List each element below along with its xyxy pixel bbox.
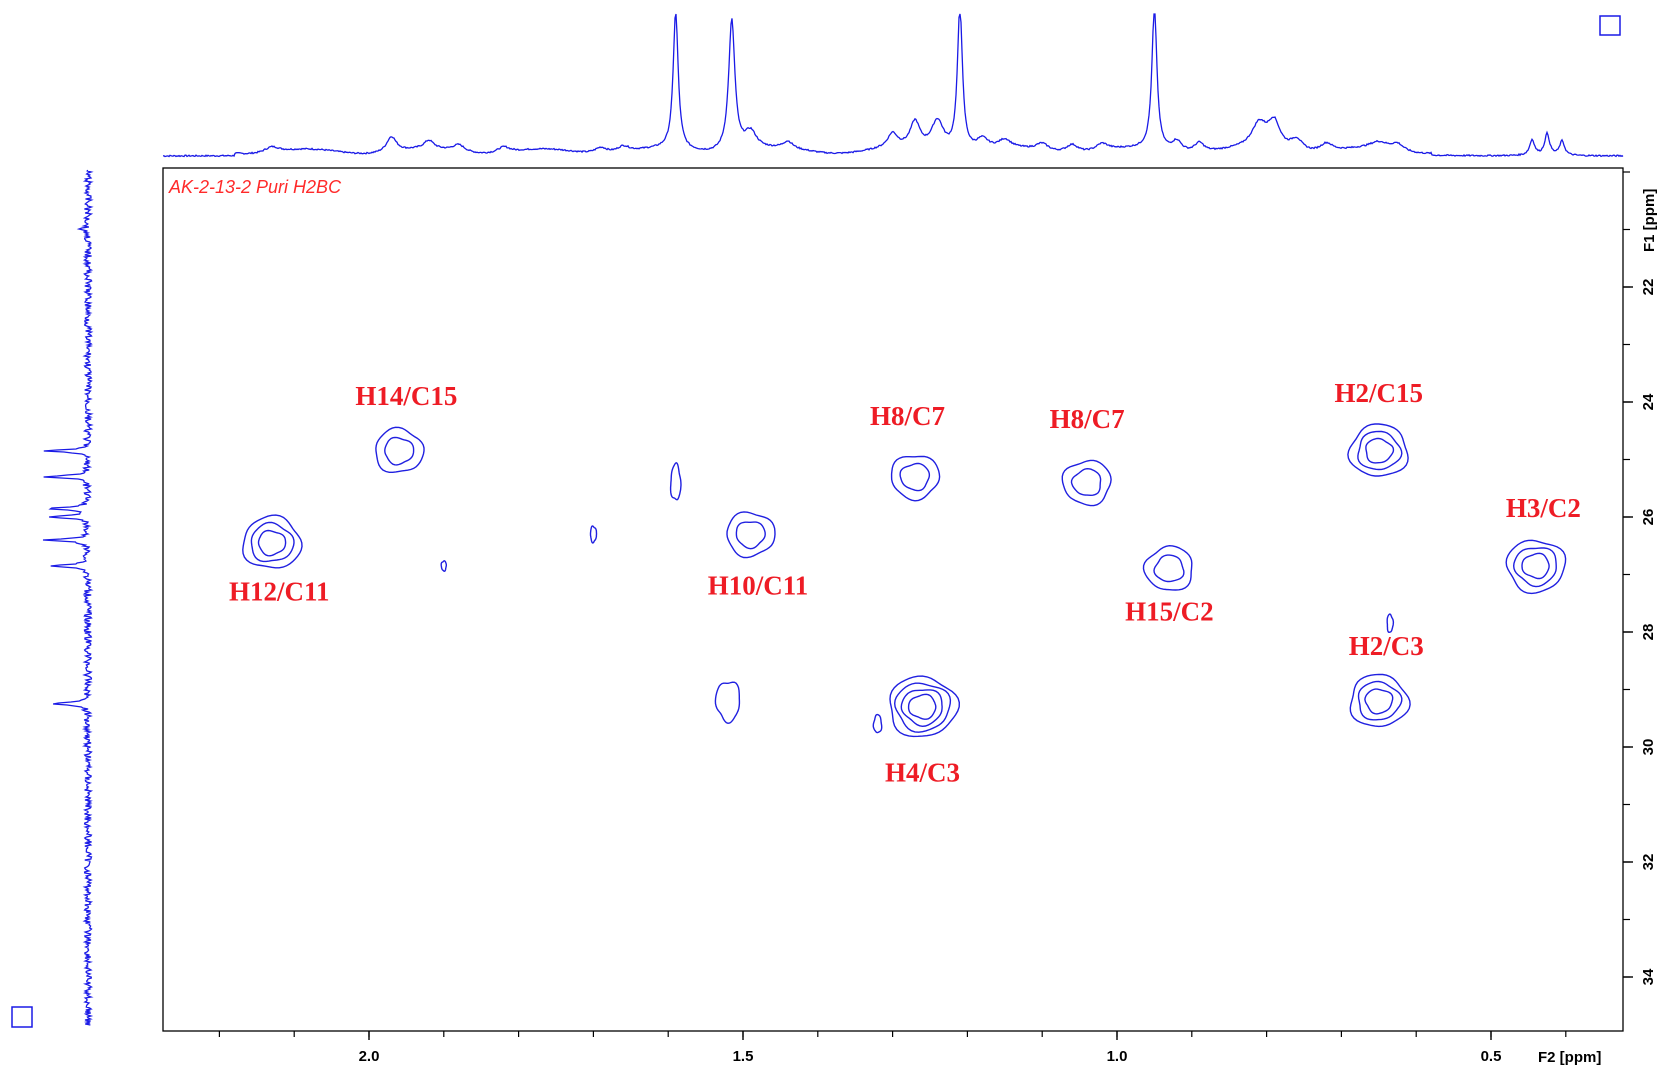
x-tick-label: 0.5	[1481, 1048, 1502, 1065]
contour-level	[889, 675, 961, 738]
contour-level	[1347, 423, 1409, 477]
y-tick-label: 22	[1640, 279, 1657, 296]
cross-peak-label: H15/C2	[1125, 597, 1214, 627]
plot-frame	[162, 167, 1624, 1032]
f2-projection	[162, 13, 1624, 158]
contour-level	[1357, 680, 1403, 721]
y-axis-label: F1 [ppm]	[1641, 189, 1658, 252]
cross-peak-label: H8/C7	[870, 401, 945, 431]
contour-level	[899, 462, 931, 492]
cross-peak	[1505, 539, 1567, 595]
contour-level	[1357, 430, 1403, 471]
contour-level	[1061, 459, 1112, 507]
cross-peak-labels: H12/C11 H14/C15 H10/C11 H8/C7 H8/C7 H15/C2 H2/…	[229, 378, 1581, 788]
y-tick-label: 28	[1640, 624, 1657, 641]
minor-contour	[1386, 613, 1395, 633]
contour-level	[1142, 544, 1193, 591]
f1-projection	[42, 169, 94, 1026]
x-axis: 2.0 1.5 1.0 0.5	[218, 1031, 1567, 1065]
x-tick-label: 1.0	[1107, 1048, 1128, 1065]
cross-peak	[890, 455, 941, 502]
f1-projection-trace	[42, 169, 94, 1026]
minor-contour	[669, 462, 682, 501]
cross-peak	[1347, 423, 1409, 477]
corner-marker-top-right	[1599, 15, 1621, 36]
contour-level	[1153, 554, 1185, 583]
contour-level	[1364, 688, 1394, 715]
cross-peak	[1061, 459, 1112, 507]
x-tick-label: 2.0	[359, 1048, 380, 1065]
contour-level	[900, 689, 943, 728]
contour-level	[735, 521, 766, 550]
minor-contour	[872, 713, 883, 734]
cross-peak-label: H8/C7	[1050, 404, 1125, 434]
f2-projection-trace	[162, 13, 1624, 158]
cross-peak-label: H3/C2	[1506, 493, 1581, 523]
y-tick-label: 32	[1640, 854, 1657, 871]
contour-level	[1349, 673, 1411, 728]
cross-peak-label: H4/C3	[885, 758, 960, 788]
contour-level	[384, 436, 415, 466]
cross-peak	[726, 511, 776, 559]
cross-peak	[375, 426, 425, 473]
cross-peak-contours	[242, 423, 1567, 738]
contour-level	[890, 455, 941, 502]
contour-level	[1512, 547, 1557, 588]
cross-peak	[1349, 673, 1411, 728]
corner-marker-bottom-left	[11, 1006, 33, 1028]
x-axis-label: F2 [ppm]	[1538, 1049, 1601, 1066]
contour-level	[893, 682, 952, 733]
contour-level	[907, 693, 937, 720]
minor-contour	[440, 560, 447, 573]
cross-peak-label: H2/C15	[1335, 378, 1424, 408]
cross-peak-label: H2/C3	[1349, 631, 1424, 661]
contour-level	[257, 529, 287, 557]
contour-level	[242, 514, 303, 569]
minor-contour	[714, 681, 741, 725]
y-axis: 22 24 26 28 30 32 34	[1623, 171, 1657, 985]
cross-peak	[242, 514, 303, 569]
cross-peak	[1142, 544, 1193, 591]
experiment-title: AK-2-13-2 Puri H2BC	[168, 177, 342, 197]
contour-level	[726, 511, 776, 559]
y-tick-label: 34	[1640, 968, 1657, 985]
cross-peak-label: H14/C15	[355, 381, 457, 411]
y-tick-label: 30	[1640, 739, 1657, 756]
contour-level	[1365, 437, 1395, 464]
minor-contour	[589, 525, 598, 544]
x-tick-label: 1.5	[733, 1048, 754, 1065]
cross-peak	[889, 675, 961, 738]
cross-peak-label: H10/C11	[708, 571, 809, 601]
contour-level	[1070, 467, 1102, 497]
contour-level	[375, 426, 425, 473]
contour-level	[1521, 552, 1550, 580]
contour-level	[1505, 539, 1567, 595]
contour-level	[250, 521, 295, 563]
y-tick-label: 24	[1640, 393, 1657, 410]
cross-peak-label: H12/C11	[229, 576, 330, 606]
y-tick-label: 26	[1640, 509, 1657, 526]
